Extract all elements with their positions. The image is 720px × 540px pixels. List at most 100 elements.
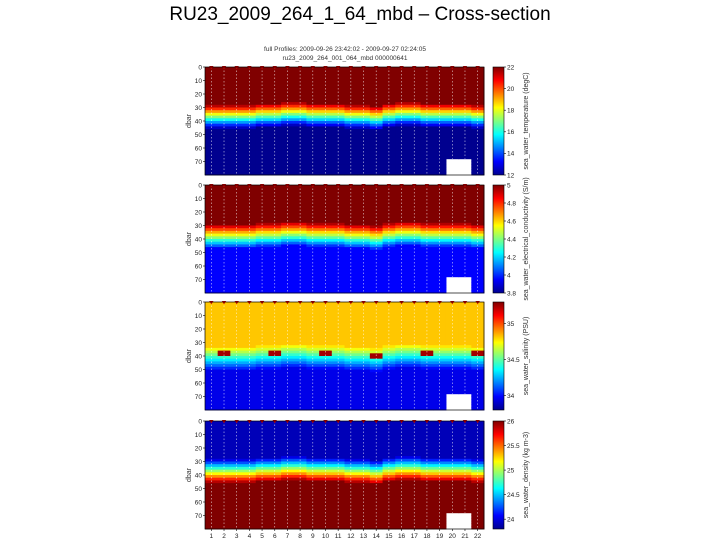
heatmap-cell bbox=[331, 475, 345, 479]
heatmap-cell bbox=[344, 274, 358, 278]
heatmap-cell bbox=[407, 214, 422, 218]
heatmap-cell bbox=[369, 266, 384, 270]
heatmap-cell bbox=[293, 195, 307, 199]
heatmap-cell bbox=[382, 274, 396, 278]
heatmap-cell bbox=[458, 356, 472, 360]
y-tick-label: 40 bbox=[195, 118, 203, 125]
heatmap-cell bbox=[420, 383, 434, 387]
heatmap-cell bbox=[407, 407, 422, 411]
heatmap-cell bbox=[205, 88, 219, 92]
y-tick-label: 10 bbox=[195, 313, 203, 320]
heatmap-cell bbox=[369, 214, 384, 218]
heatmap-cell bbox=[306, 477, 320, 481]
heatmap-cell bbox=[281, 190, 295, 194]
heatmap-cell bbox=[369, 112, 384, 116]
heatmap-cell bbox=[445, 345, 460, 349]
heatmap-cell bbox=[369, 217, 384, 221]
panel-1: 010203040506070dbar121416182022sea_water… bbox=[186, 64, 530, 179]
heatmap-cell bbox=[471, 166, 485, 170]
heatmap-cell bbox=[433, 380, 447, 384]
heatmap-cell bbox=[458, 345, 472, 349]
heatmap-cell bbox=[255, 193, 269, 197]
colorbar-tick-label: 20 bbox=[507, 86, 515, 93]
heatmap-cell bbox=[433, 502, 447, 506]
heatmap-cell bbox=[205, 512, 219, 516]
heatmap-cell bbox=[369, 75, 384, 79]
heatmap-cell bbox=[243, 96, 257, 100]
heatmap-cell bbox=[433, 217, 447, 221]
y-axis-label: dbar bbox=[186, 113, 193, 128]
heatmap-cell bbox=[471, 512, 485, 516]
heatmap-cell bbox=[344, 380, 358, 384]
heatmap-cell bbox=[230, 99, 244, 103]
heatmap-cell bbox=[293, 383, 307, 387]
heatmap-cell bbox=[357, 75, 371, 79]
heatmap-cell bbox=[281, 475, 295, 479]
heatmap-cell bbox=[281, 77, 295, 81]
heatmap-cell bbox=[306, 337, 320, 341]
heatmap-cell bbox=[230, 263, 244, 267]
heatmap-cell bbox=[420, 287, 434, 291]
heatmap-cell bbox=[230, 284, 244, 288]
y-tick-label: 50 bbox=[195, 367, 203, 374]
heatmap-cell bbox=[357, 255, 371, 259]
heatmap-cell bbox=[331, 310, 345, 314]
y-tick-label: 70 bbox=[195, 277, 203, 284]
heatmap-cell bbox=[205, 266, 219, 270]
heatmap-cell bbox=[471, 369, 485, 373]
heatmap-cell bbox=[243, 523, 257, 527]
heatmap-cell bbox=[331, 77, 345, 81]
heatmap-cell bbox=[217, 520, 231, 524]
heatmap-cell bbox=[268, 96, 282, 100]
heatmap-cell bbox=[281, 491, 295, 495]
heatmap-cell bbox=[306, 380, 320, 384]
heatmap-cell bbox=[458, 85, 472, 89]
heatmap-cell bbox=[471, 358, 485, 362]
heatmap-cell bbox=[268, 345, 282, 349]
heatmap-cell bbox=[217, 123, 231, 127]
heatmap-cell bbox=[268, 323, 282, 327]
heatmap-cell bbox=[306, 475, 320, 479]
heatmap-cell bbox=[205, 337, 219, 341]
heatmap-cell bbox=[357, 276, 371, 280]
heatmap-cell bbox=[319, 383, 333, 387]
heatmap-cell bbox=[433, 369, 447, 373]
heatmap-cell bbox=[369, 429, 384, 433]
heatmap-cell bbox=[420, 112, 434, 116]
heatmap-cell bbox=[243, 334, 257, 338]
heatmap-cell bbox=[205, 276, 219, 280]
heatmap-cell bbox=[293, 456, 307, 460]
heatmap-cell bbox=[458, 102, 472, 106]
heatmap-cell bbox=[268, 263, 282, 267]
heatmap-cell bbox=[344, 391, 358, 395]
heatmap-cell bbox=[255, 75, 269, 79]
heatmap-cell bbox=[407, 312, 422, 316]
heatmap-cell bbox=[255, 453, 269, 457]
heatmap-cell bbox=[433, 72, 447, 76]
heatmap-cell bbox=[382, 345, 396, 349]
heatmap-cell bbox=[319, 499, 333, 503]
heatmap-cell bbox=[407, 161, 422, 165]
heatmap-cell bbox=[344, 241, 358, 245]
heatmap-cell bbox=[243, 307, 257, 311]
heatmap-cell bbox=[255, 131, 269, 135]
heatmap-cell bbox=[268, 274, 282, 278]
heatmap-cell bbox=[382, 287, 396, 291]
heatmap-cell bbox=[268, 110, 282, 114]
heatmap-cell bbox=[344, 287, 358, 291]
heatmap-cell bbox=[230, 161, 244, 165]
heatmap-cell bbox=[471, 193, 485, 197]
heatmap-cell bbox=[243, 439, 257, 443]
heatmap-cell bbox=[243, 131, 257, 135]
heatmap-cell bbox=[445, 148, 460, 152]
heatmap-cell bbox=[293, 404, 307, 408]
heatmap-cell bbox=[230, 312, 244, 316]
heatmap-cell bbox=[230, 310, 244, 314]
heatmap-cell bbox=[357, 453, 371, 457]
heatmap-cell bbox=[230, 320, 244, 324]
heatmap-cell bbox=[306, 523, 320, 527]
heatmap-cell bbox=[369, 274, 384, 278]
heatmap-cell bbox=[255, 307, 269, 311]
heatmap-cell bbox=[281, 450, 295, 454]
heatmap-cell bbox=[395, 77, 409, 81]
